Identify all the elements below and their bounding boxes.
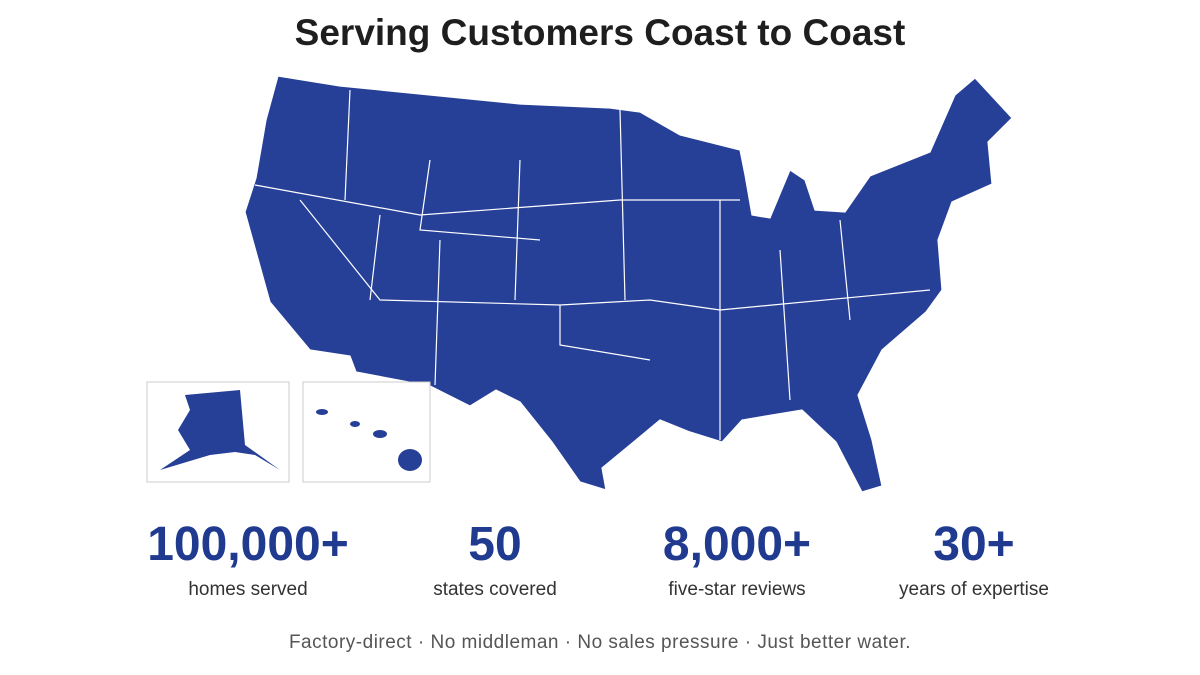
us-map xyxy=(146,75,1013,493)
stat-label: states covered xyxy=(433,579,557,600)
stat: 100,000+ homes served xyxy=(118,515,378,601)
stat-value: 100,000+ xyxy=(147,518,349,571)
stat-label: years of expertise xyxy=(899,579,1049,600)
tagline: Factory-direct · No middleman · No sales… xyxy=(288,632,912,653)
stat-label: five-star reviews xyxy=(668,579,806,600)
stat: 8,000+ five-star reviews xyxy=(607,515,867,601)
stat-label: homes served xyxy=(188,579,308,600)
stat-value: 50 xyxy=(468,518,522,571)
us-mainland xyxy=(244,75,1013,493)
alaska xyxy=(160,390,280,470)
stat: 50 states covered xyxy=(365,515,625,601)
stat-value: 8,000+ xyxy=(662,518,812,571)
stat-value: 30+ xyxy=(933,518,1015,571)
title: Serving Customers Coast to Coast xyxy=(294,12,906,53)
state-lines xyxy=(254,89,931,440)
stat: 30+ years of expertise xyxy=(844,515,1104,601)
hawaii xyxy=(316,409,422,471)
